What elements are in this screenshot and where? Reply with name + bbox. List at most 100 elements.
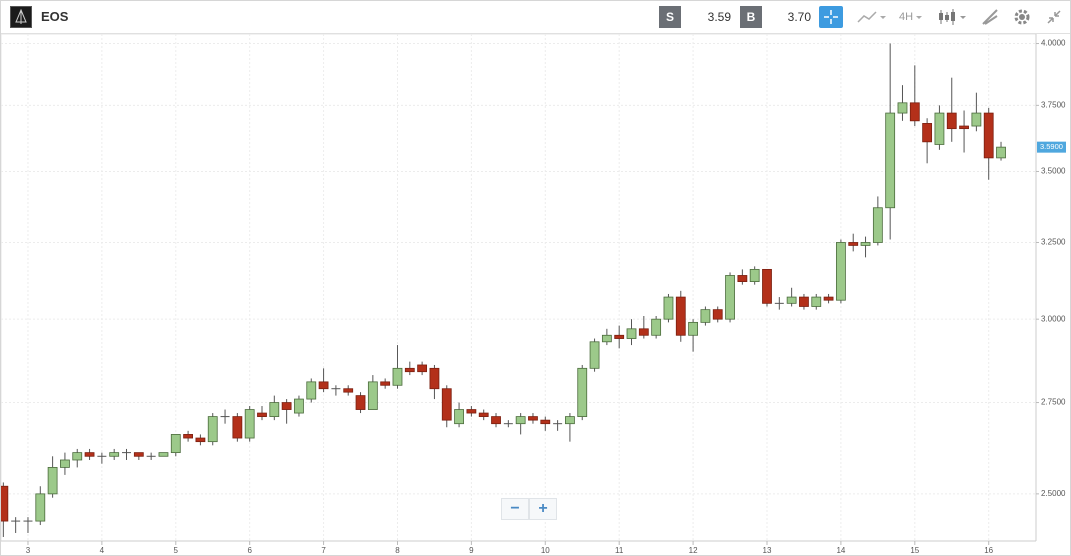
collapse-button[interactable]	[1045, 8, 1063, 26]
candle-body	[35, 493, 46, 522]
candle-body	[860, 242, 871, 246]
candle-body	[232, 416, 243, 439]
candle-body	[23, 520, 33, 522]
sell-button[interactable]: S	[659, 6, 681, 28]
buy-price[interactable]: 3.70	[787, 10, 811, 24]
crosshair-button[interactable]	[819, 6, 843, 28]
x-tick-label: 10	[541, 546, 550, 555]
chart: 3 4 5 6 7 8 9 10 11 12 13 14 15 16 2.5000 2.7500 3.0000 3…	[1, 34, 1070, 555]
candle-body	[922, 123, 933, 143]
zoom-in-button[interactable]: +	[529, 498, 557, 520]
candle-body	[823, 296, 834, 301]
candle-body	[404, 367, 415, 373]
candle-body	[983, 112, 994, 159]
candle-body	[651, 318, 662, 336]
candle-body	[700, 309, 711, 323]
y-tick-label: 2.7500	[1041, 398, 1066, 407]
candle-body	[417, 364, 428, 373]
candle-body	[601, 334, 612, 343]
candle-body	[1, 485, 9, 522]
candle-body	[897, 102, 908, 114]
candle-body	[553, 423, 563, 425]
x-tick-label: 4	[100, 546, 105, 555]
y-tick-label: 3.0000	[1041, 314, 1066, 323]
x-tick-label: 9	[469, 546, 474, 555]
candle-body	[774, 302, 784, 304]
timeframe-arrow[interactable]	[915, 9, 925, 25]
x-tick-label: 5	[174, 546, 179, 555]
candle-body	[466, 409, 477, 414]
candle-body	[170, 434, 181, 454]
x-tick-label: 8	[395, 546, 400, 555]
candle-body	[934, 112, 945, 145]
candle-body	[909, 102, 920, 122]
x-tick-label: 6	[247, 546, 252, 555]
zoom-out-button[interactable]: −	[501, 498, 529, 520]
candle-body	[133, 452, 144, 457]
candle-body	[515, 416, 526, 425]
y-tick-label: 3.2500	[1041, 238, 1066, 247]
candle-body	[835, 242, 846, 301]
candle-body	[109, 452, 120, 457]
candle-body	[429, 367, 440, 390]
y-tick-label: 3.5000	[1041, 167, 1066, 176]
candle-body	[220, 416, 230, 418]
candle-body	[158, 452, 169, 457]
draw-button[interactable]	[981, 8, 1001, 26]
x-tick-label: 7	[321, 546, 326, 555]
candle-body	[799, 296, 809, 307]
candle-body	[848, 242, 859, 246]
candle-body	[872, 207, 883, 243]
candle-body	[97, 455, 107, 457]
candle-body	[491, 416, 501, 425]
candle-body	[712, 309, 723, 320]
x-tick-label: 15	[910, 546, 919, 555]
y-tick-label: 3.7500	[1041, 100, 1066, 109]
candle-body	[72, 452, 83, 461]
candle-body	[614, 334, 625, 339]
candle-body	[454, 409, 464, 425]
candle-body	[946, 112, 957, 130]
candle-body	[392, 367, 403, 386]
candle-body	[306, 381, 317, 400]
candle-body	[737, 275, 748, 282]
candle-body	[589, 341, 600, 369]
last-price-marker	[1037, 141, 1066, 153]
candle-body	[996, 146, 1006, 159]
indicators-button[interactable]	[856, 9, 886, 25]
candle-body	[207, 416, 218, 443]
candle-body	[959, 125, 969, 130]
candle-body	[195, 437, 206, 443]
candle-body	[688, 321, 698, 336]
symbol[interactable]: EOS	[41, 9, 69, 24]
candle-body	[331, 388, 341, 390]
candle-body	[257, 412, 267, 417]
candle-body	[811, 296, 822, 307]
x-tick-label: 13	[763, 546, 772, 555]
candle-body	[786, 296, 797, 304]
candle-body	[146, 455, 156, 457]
candle-body	[749, 268, 760, 282]
toolbar: EOS S 3.59 B 3.70 4H	[1, 1, 1070, 34]
x-tick-label: 11	[615, 546, 624, 555]
timeframe[interactable]: 4H	[899, 11, 914, 23]
candle-body	[885, 112, 896, 209]
candle-body	[478, 412, 489, 417]
sell-price[interactable]: 3.59	[707, 10, 731, 24]
y-tick-label: 2.5000	[1041, 489, 1066, 498]
candle-body	[441, 388, 452, 421]
settings-button[interactable]	[1013, 8, 1031, 26]
candle-body	[725, 275, 735, 320]
candle-body	[84, 452, 95, 457]
candle-body	[60, 459, 70, 468]
chart-type-button[interactable]	[937, 7, 967, 27]
candle-body	[281, 402, 292, 410]
buy-button[interactable]: B	[740, 6, 762, 28]
candle-body	[355, 395, 366, 410]
x-tick-label: 16	[984, 546, 993, 555]
candle-body	[11, 520, 21, 522]
candle-body	[380, 381, 391, 386]
x-tick-label: 14	[836, 546, 845, 555]
candle-body	[577, 367, 588, 417]
